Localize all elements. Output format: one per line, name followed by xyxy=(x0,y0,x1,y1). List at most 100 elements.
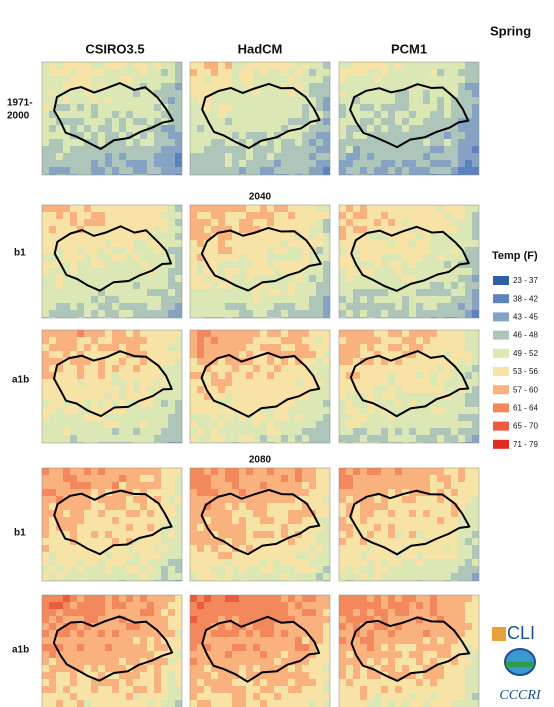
map-cell xyxy=(339,247,346,254)
map-cell xyxy=(367,153,374,160)
map-cell xyxy=(246,658,253,665)
map-cell xyxy=(63,344,70,351)
map-cell xyxy=(323,637,330,644)
map-cell xyxy=(416,303,423,310)
map-cell xyxy=(472,219,479,226)
map-cell xyxy=(77,153,84,160)
map xyxy=(190,330,330,443)
map-cell xyxy=(190,693,197,700)
map-cell xyxy=(281,139,288,146)
map-cell xyxy=(388,517,395,524)
map-cell xyxy=(346,623,353,630)
map-cell xyxy=(381,365,388,372)
map-cell xyxy=(246,400,253,407)
map-cell xyxy=(119,212,126,219)
map-cell xyxy=(395,330,402,337)
map-cell xyxy=(175,379,182,386)
map-cell xyxy=(472,132,479,139)
map-cell xyxy=(225,566,232,573)
map-cell xyxy=(105,573,112,580)
map-cell xyxy=(339,275,346,282)
map-cell xyxy=(126,146,133,153)
map-cell xyxy=(323,111,330,118)
map-cell xyxy=(84,679,91,686)
map-cell xyxy=(175,296,182,303)
map-cell xyxy=(126,658,133,665)
map-cell xyxy=(63,118,70,125)
map-cell xyxy=(91,205,98,212)
map-cell xyxy=(175,97,182,104)
map-cell xyxy=(374,573,381,580)
map-cell xyxy=(346,421,353,428)
map-cell xyxy=(323,104,330,111)
map-cell xyxy=(175,651,182,658)
map-cell xyxy=(63,686,70,693)
map-cell xyxy=(161,414,168,421)
map-cell xyxy=(161,90,168,97)
map-cell xyxy=(360,254,367,261)
map-cell xyxy=(168,428,175,435)
map-cell xyxy=(253,205,260,212)
map-cell xyxy=(112,524,119,531)
map-cell xyxy=(323,658,330,665)
map-cell xyxy=(42,379,49,386)
map-cell xyxy=(458,125,465,132)
map-cell xyxy=(70,559,77,566)
map-cell xyxy=(105,644,112,651)
map-cell xyxy=(360,468,367,475)
map-cell xyxy=(472,226,479,233)
map-cell xyxy=(437,111,444,118)
map-cell xyxy=(84,609,91,616)
map-cell xyxy=(112,700,119,707)
map-cell xyxy=(281,247,288,254)
map-cell xyxy=(458,428,465,435)
map-cell xyxy=(409,289,416,296)
map-cell xyxy=(119,303,126,310)
map-cell xyxy=(402,435,409,442)
map-cell xyxy=(49,337,56,344)
map-cell xyxy=(112,289,119,296)
map-cell xyxy=(346,167,353,174)
map-cell xyxy=(423,414,430,421)
map-cell xyxy=(232,552,239,559)
map-cell xyxy=(295,76,302,83)
map-cell xyxy=(119,524,126,531)
map-cell xyxy=(147,219,154,226)
map-cell xyxy=(360,386,367,393)
map-cell xyxy=(246,566,253,573)
map-cell xyxy=(49,672,56,679)
map-cell xyxy=(246,379,253,386)
map-cell xyxy=(395,393,402,400)
map-cell xyxy=(260,205,267,212)
map-cell xyxy=(416,247,423,254)
map-cell xyxy=(316,665,323,672)
map-cell xyxy=(267,62,274,69)
map-cell xyxy=(374,475,381,482)
map-cell xyxy=(444,160,451,167)
map-cell xyxy=(346,400,353,407)
map-cell xyxy=(267,372,274,379)
map-cell xyxy=(416,358,423,365)
map-cell xyxy=(458,275,465,282)
map-cell xyxy=(70,379,77,386)
map-cell xyxy=(42,254,49,261)
map-cell xyxy=(204,407,211,414)
map-cell xyxy=(260,468,267,475)
map-cell xyxy=(105,344,112,351)
map-cell xyxy=(175,393,182,400)
map-cell xyxy=(316,153,323,160)
map-cell xyxy=(395,303,402,310)
map-cell xyxy=(168,125,175,132)
map-cell xyxy=(458,623,465,630)
map-cell xyxy=(353,538,360,545)
map-cell xyxy=(239,602,246,609)
map-cell xyxy=(402,468,409,475)
map-cell xyxy=(402,76,409,83)
map-cell xyxy=(218,219,225,226)
map-cell xyxy=(346,83,353,90)
map-cell xyxy=(253,160,260,167)
map-cell xyxy=(402,125,409,132)
map-cell xyxy=(302,400,309,407)
map-cell xyxy=(168,658,175,665)
map-cell xyxy=(126,552,133,559)
